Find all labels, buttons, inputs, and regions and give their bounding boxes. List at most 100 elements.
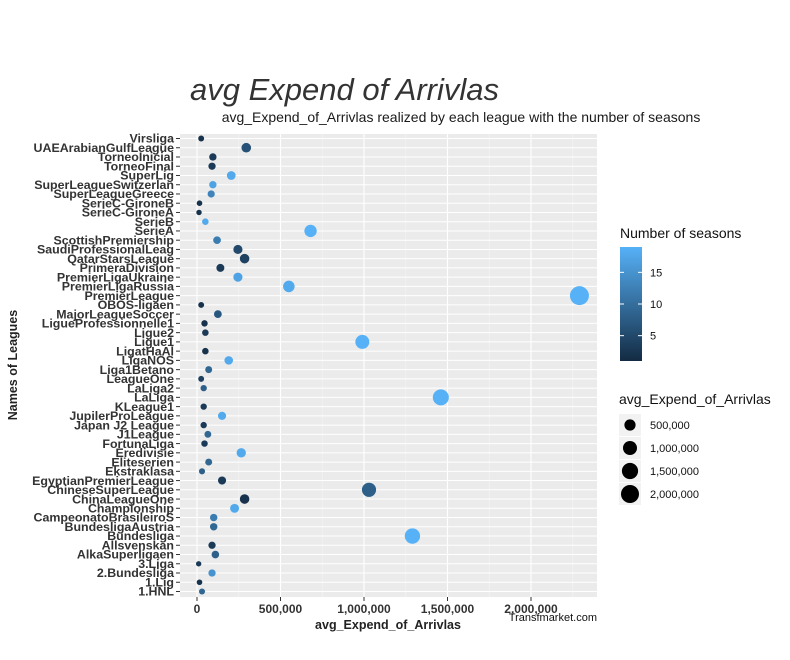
y-tick-label: OBOS-ligaen (98, 298, 174, 312)
data-point (241, 142, 252, 153)
y-tick-label: JupilerProLeague (69, 409, 174, 423)
size-legend-key (621, 462, 639, 480)
data-point (208, 569, 216, 577)
y-tick-label: PremierLigaRussia (62, 280, 174, 294)
x-axis-title: avg_Expend_of_Arrivlas (315, 618, 461, 632)
data-point (198, 468, 206, 475)
data-point (207, 190, 215, 198)
data-point (432, 389, 449, 406)
y-tick-label: Ligue2 (134, 326, 174, 340)
y-tick-label: LigatHaAl (116, 344, 174, 358)
color-legend-label: 5 (650, 331, 656, 343)
data-point (209, 181, 217, 189)
color-legend-label: 10 (650, 299, 662, 311)
y-axis-title: Names of Leagues (6, 310, 20, 421)
y-tick-label: LaLiga2 (127, 381, 174, 395)
y-tick-label: LaLiga (134, 391, 174, 405)
y-tick-label: PremierLeague (84, 289, 174, 303)
y-tick-label: LigueProfessionnelle1 (42, 317, 174, 331)
x-tick-label: 0 (194, 602, 201, 616)
data-point (201, 440, 208, 447)
x-tick-labels: 0 500,000 1,000,000 1,500,000 2,000,000 (194, 597, 558, 616)
y-tick-label: LigaNOS (122, 354, 174, 368)
data-point (230, 503, 240, 513)
chart-caption: Transfmarket.com (509, 612, 597, 624)
size-legend: avg_Expend_of_Arrivlas 500,000 1,000,000 1… (619, 391, 771, 505)
y-tick-label: 1.HNL (138, 585, 174, 599)
y-tick-label: ChinaLeagueOne (72, 492, 174, 506)
data-point (198, 375, 205, 382)
y-tick-label: J1League (117, 428, 174, 442)
data-point (217, 476, 227, 485)
data-point (209, 523, 218, 531)
data-point (201, 320, 208, 327)
x-tick-label: 1,000,000 (337, 602, 391, 616)
y-tick-label: PremierLigaUkraine (57, 270, 174, 284)
plot-panel (180, 134, 597, 597)
y-tick-label: AlkaSuperligaen (77, 548, 174, 562)
chart-title: avg Expend of Arrivlas (190, 72, 499, 107)
y-tick-label: SaudiProfessionalLeag (37, 243, 174, 257)
y-tick-label: EgyptianPremierLeague (32, 474, 174, 488)
y-tick-label: Championship (88, 501, 174, 515)
size-legend-key (624, 419, 636, 431)
color-legend: Number of seasons 5 10 15 (620, 225, 741, 361)
panel-background (180, 134, 597, 597)
y-tick-label: SuperLeagueGreece (53, 187, 174, 201)
y-tick-label: TorneoFinal (104, 159, 174, 173)
size-legend-title: avg_Expend_of_Arrivlas (619, 391, 771, 407)
y-tick-label: SuperLig (120, 169, 174, 183)
data-point (196, 579, 203, 586)
data-point (209, 153, 217, 161)
y-tick-label: KLeague1 (115, 400, 174, 414)
data-point (216, 263, 225, 272)
data-point (198, 588, 206, 595)
y-tick-label: ChineseSuperLeague (47, 483, 174, 497)
data-point (236, 448, 246, 458)
data-point (200, 384, 207, 392)
size-legend-key (622, 440, 638, 456)
y-tick-label: PrimeraDivision (80, 261, 174, 275)
y-tick-label: Allsvenskan (102, 538, 174, 552)
y-tick-label: FortunaLiga (102, 437, 174, 451)
y-tick-label: SerieB (135, 215, 174, 229)
data-point (233, 244, 243, 255)
data-point (217, 411, 227, 420)
data-point (239, 253, 250, 264)
y-tick-label: QatarStarsLeague (67, 252, 174, 266)
size-legend-label: 1,500,000 (650, 466, 699, 478)
data-point (361, 482, 377, 497)
data-point (204, 430, 212, 438)
x-tick-label: 2,000,000 (504, 602, 558, 616)
color-legend-title: Number of seasons (620, 225, 741, 241)
data-point (226, 171, 236, 180)
y-tick-label: SerieC-GironeB (82, 196, 174, 210)
data-point (233, 272, 243, 282)
data-point (202, 347, 209, 355)
data-point (208, 541, 216, 549)
color-legend-label: 15 (650, 267, 662, 279)
data-point (283, 280, 295, 293)
data-point (304, 224, 317, 238)
size-legend-label: 2,000,000 (650, 489, 699, 501)
data-point (198, 135, 205, 142)
y-tick-label: Liga1Betano (100, 363, 175, 377)
size-legend-label: 1,000,000 (650, 443, 699, 455)
y-tick-label: Ekstraklasa (105, 465, 174, 479)
data-point (205, 366, 213, 374)
x-tick-label: 500,000 (259, 602, 303, 616)
y-tick-label: 3.Liga (138, 557, 174, 571)
y-tick-labels: VirsligaUAEArabianGulfLeagueTorneoInicia… (32, 132, 180, 599)
y-tick-label: SerieC-GironeA (82, 206, 174, 220)
data-point (200, 421, 207, 429)
data-point (211, 550, 220, 559)
y-tick-label: Eliteserien (111, 455, 174, 469)
y-tick-label: SerieA (135, 224, 174, 238)
y-tick-label: Ligue1 (134, 335, 174, 349)
data-point (569, 286, 589, 306)
data-point (200, 403, 207, 410)
y-tick-label: MajorLeagueSoccer (56, 307, 174, 321)
y-tick-label: Eredivisie (115, 446, 174, 460)
data-point (355, 334, 370, 349)
